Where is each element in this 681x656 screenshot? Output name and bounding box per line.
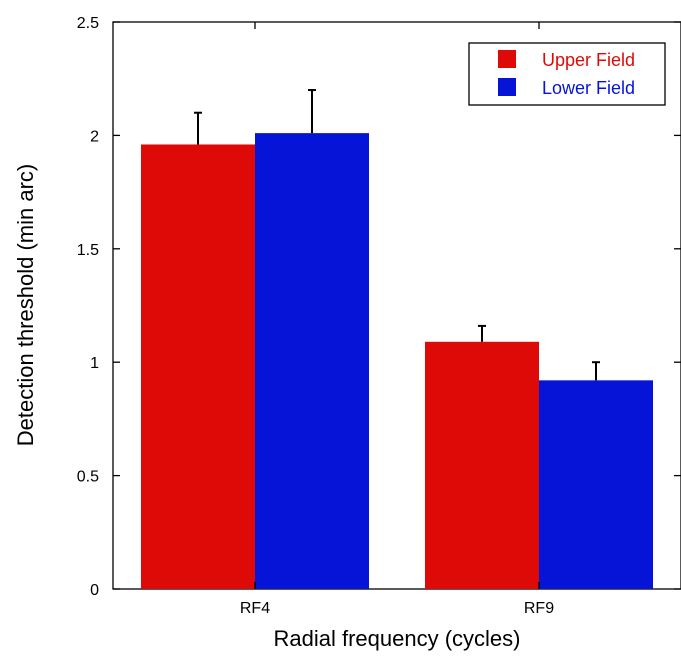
legend: Upper Field Lower Field — [468, 42, 666, 106]
legend-swatch-upper-field — [498, 50, 516, 68]
y-tick-label: 1.5 — [77, 242, 99, 259]
bar-upper-field-rf9 — [425, 341, 539, 589]
plot-frame — [112, 21, 681, 590]
y-tick-label: 2 — [90, 128, 99, 145]
bar-upper-field-rf4 — [141, 144, 255, 590]
legend-label-upper-field: Upper Field — [542, 50, 635, 70]
x-axis-title: Radial frequency (cycles) — [274, 626, 521, 651]
bars — [141, 89, 653, 590]
legend-label-lower-field: Lower Field — [542, 78, 635, 98]
y-tick-label: 0.5 — [77, 469, 99, 486]
x-axis-tick-labels: RF4 RF9 — [240, 22, 554, 617]
y-tick-label: 1 — [90, 355, 99, 372]
x-tick-label: RF9 — [524, 600, 554, 617]
y-axis-title: Detection threshold (min arc) — [13, 164, 38, 446]
x-tick-label: RF4 — [240, 600, 270, 617]
y-tick-label: 2.5 — [77, 15, 99, 32]
y-tick-label: 0 — [90, 582, 99, 599]
legend-swatch-lower-field — [498, 78, 516, 96]
bar-lower-field-rf4 — [255, 133, 369, 589]
bar-lower-field-rf9 — [539, 380, 653, 589]
y-axis-ticks: 0 0.5 1 1.5 2 2.5 — [77, 15, 681, 599]
